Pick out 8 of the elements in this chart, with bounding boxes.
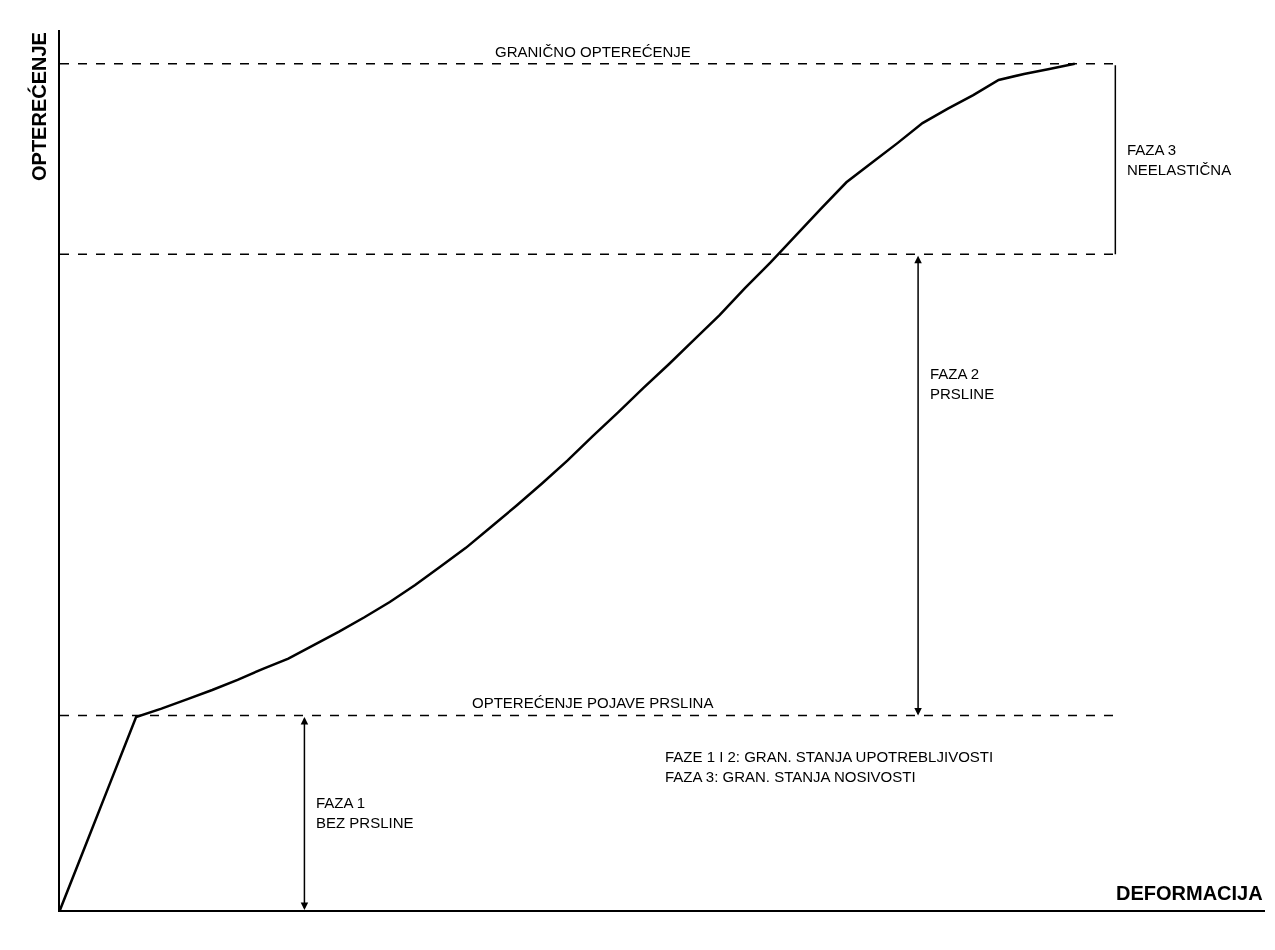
x-axis-title: DEFORMACIJA <box>1116 882 1263 904</box>
y-axis-title: OPTEREĆENJE <box>27 32 50 181</box>
annotation: FAZE 1 I 2: GRAN. STANJA UPOTREBLJIVOSTI FAZA 3: GRAN. STANJA NOSIVOSTI <box>665 748 994 785</box>
ref-line-label: OPTEREĆENJE POJAVE PRSLINA <box>472 694 714 711</box>
ref-line-label: GRANIČNO OPTEREĆENJE <box>495 43 691 60</box>
annotation: FAZA 2 PRSLINE <box>930 365 995 402</box>
annotation: FAZA 1 BEZ PRSLINE <box>316 794 414 831</box>
text: FAZA 3 NEELASTIČNA <box>1127 141 1232 178</box>
